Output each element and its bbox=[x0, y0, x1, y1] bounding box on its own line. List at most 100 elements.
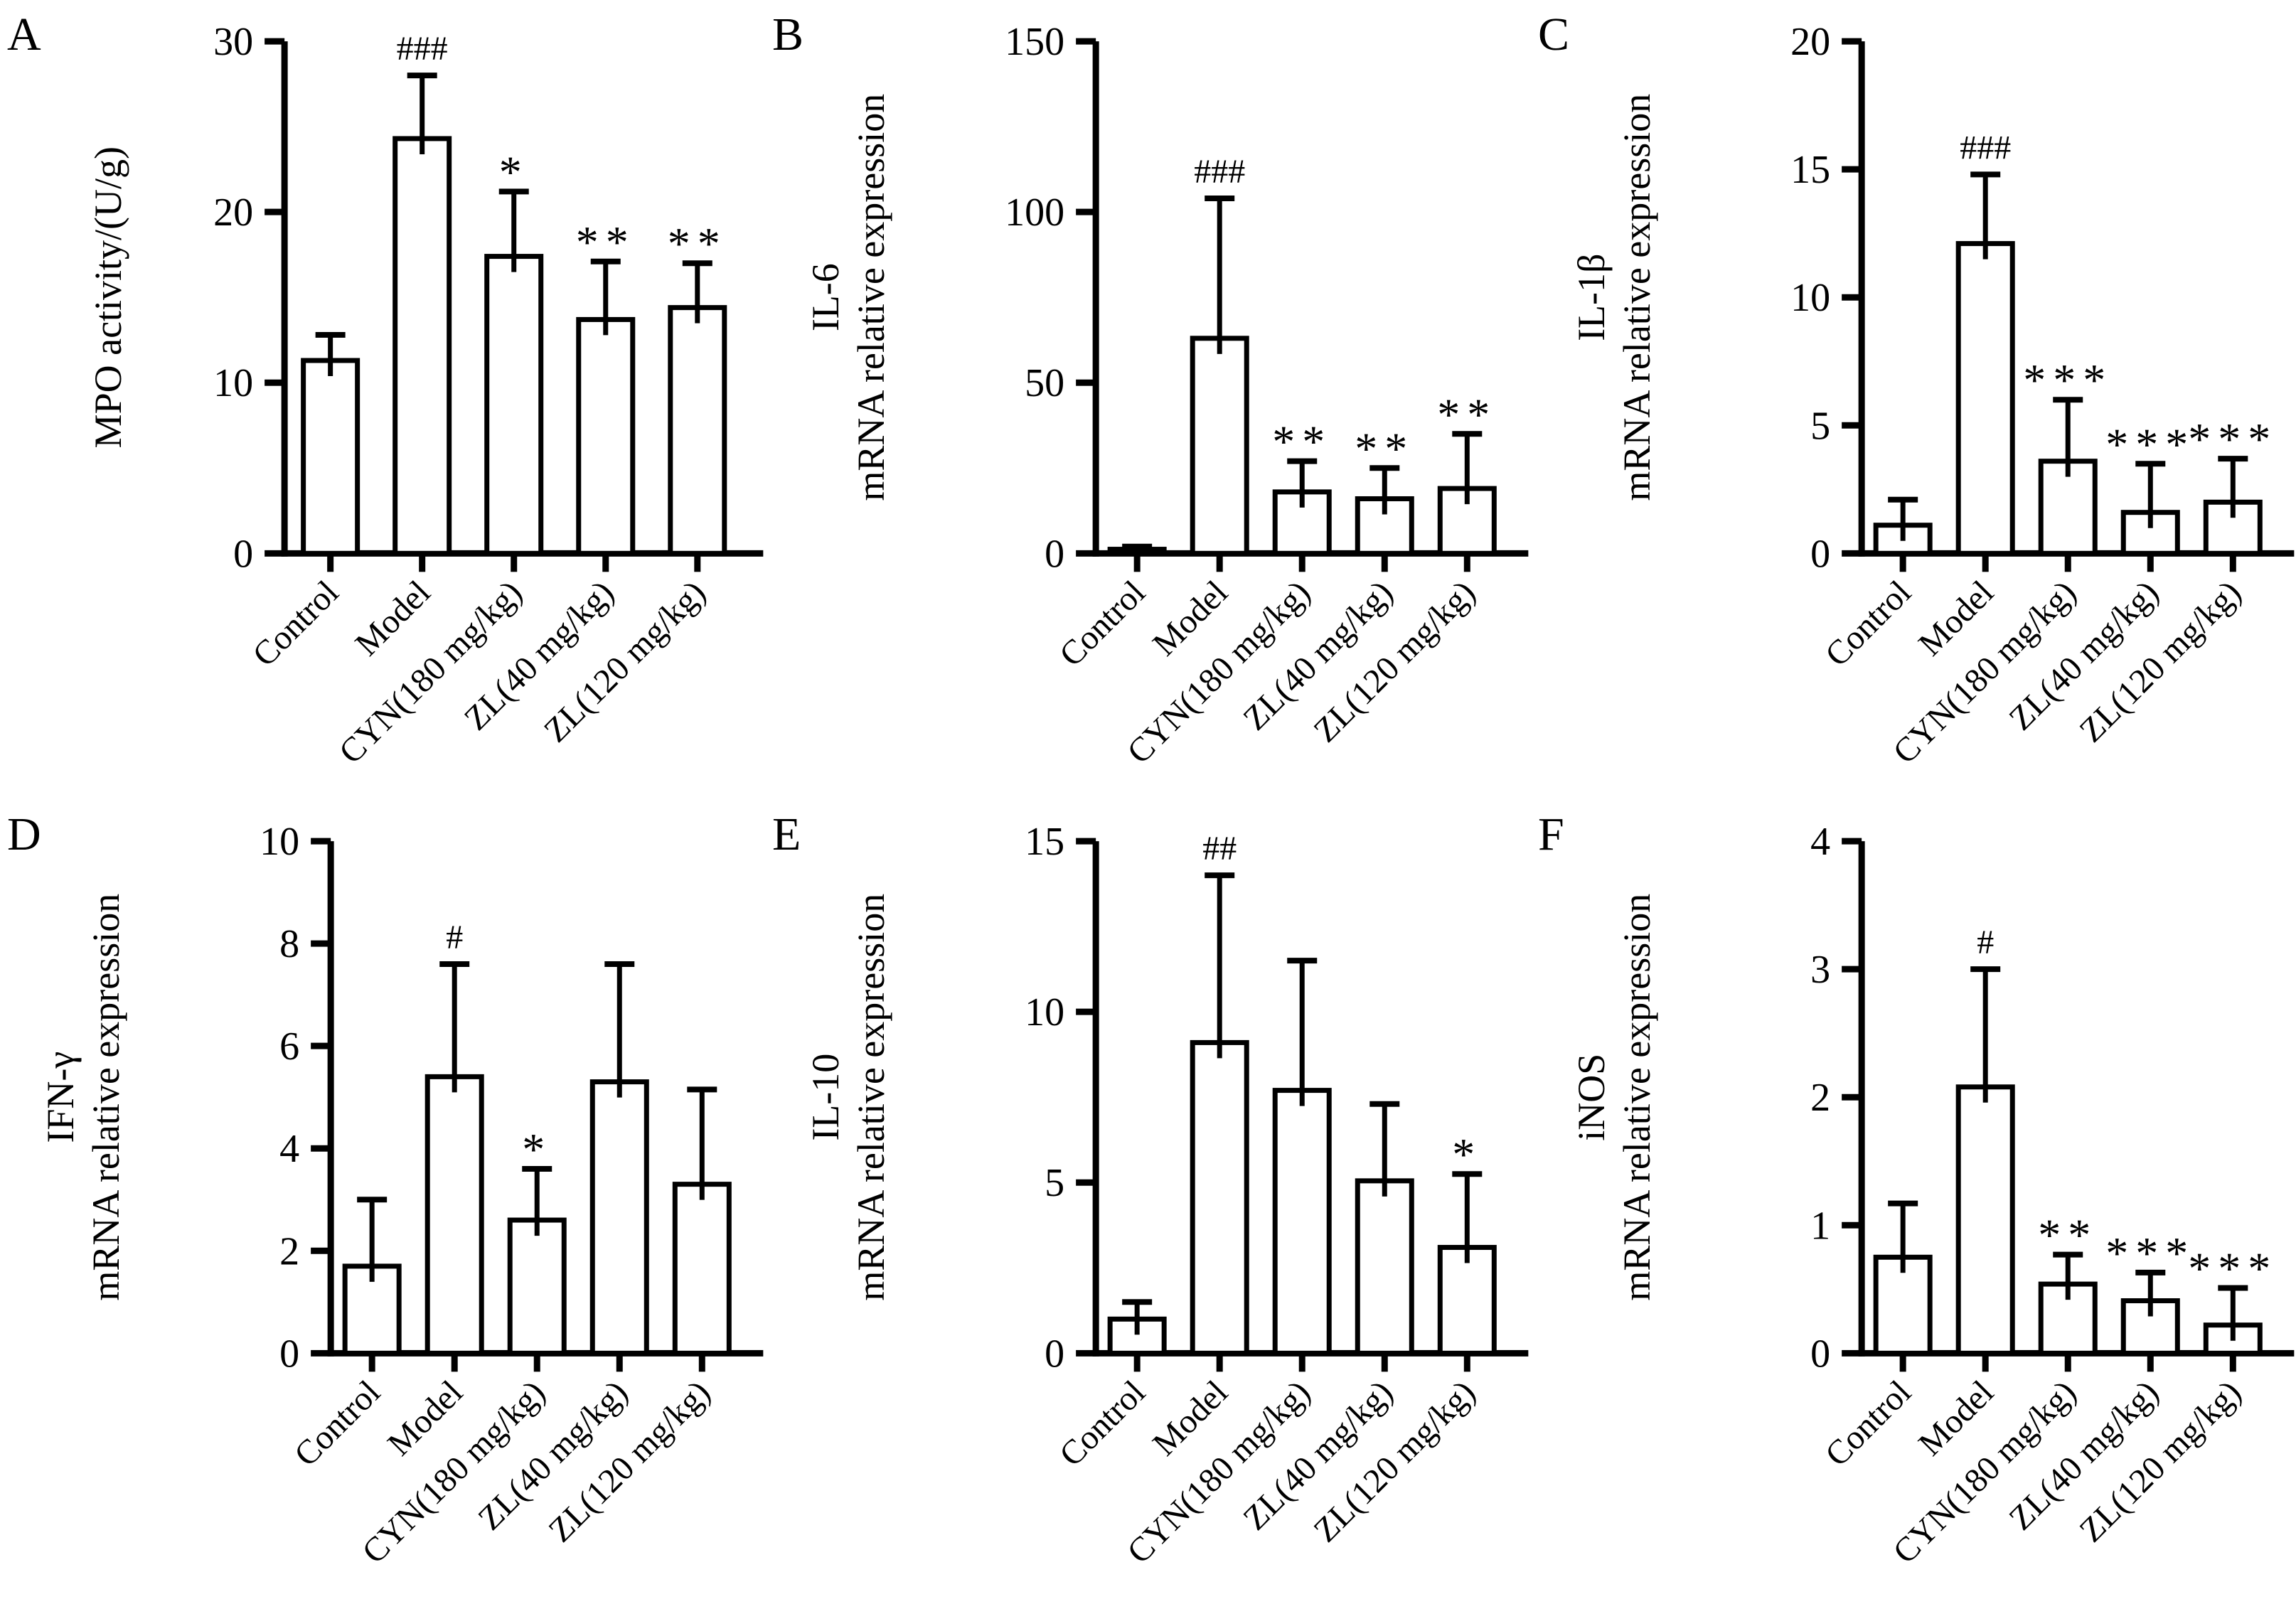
bar bbox=[668, 305, 727, 556]
y-tick-label: 20 bbox=[213, 191, 253, 235]
y-tick-label: 150 bbox=[1005, 20, 1064, 64]
category-label: Model bbox=[348, 574, 437, 663]
y-tick-label: 0 bbox=[233, 532, 253, 576]
bar bbox=[2203, 499, 2263, 556]
panel-C: 0 5 10 15 20 Control ### Model *** CYN(180 mg/kg)… bbox=[1531, 0, 2296, 800]
y-axis-label-expression: mRNA relative expression bbox=[850, 94, 892, 501]
significance-annotation: ### bbox=[1195, 153, 1246, 191]
y-tick-label: 0 bbox=[1810, 1332, 1830, 1376]
y-tick-label: 10 bbox=[1790, 276, 1830, 320]
y-axis-label-gene: iNOS bbox=[1570, 1053, 1613, 1140]
y-tick-label: 2 bbox=[1810, 1076, 1830, 1120]
panel-E: 0 5 10 15 Control ## Model CYN(180 mg/kg) ZL(40 … bbox=[765, 800, 1530, 1599]
significance-annotation: *** bbox=[2188, 1243, 2278, 1293]
category-label: Control bbox=[1052, 574, 1153, 674]
significance-annotation: ** bbox=[1355, 423, 1415, 474]
y-tick-label: 0 bbox=[279, 1332, 299, 1376]
y-tick-label: 4 bbox=[1810, 820, 1830, 864]
significance-annotation: * bbox=[499, 146, 529, 197]
category-label: Control bbox=[1817, 574, 1918, 674]
y-axis-label: MPO activity/(U/g) bbox=[87, 146, 129, 448]
bar bbox=[1190, 1039, 1250, 1356]
y-axis-label-gene: IFN-γ bbox=[39, 1051, 82, 1143]
panel-A: 0 10 20 30 Control ### Model * CYN(180 mg/kg) ** Z… bbox=[0, 0, 765, 800]
panel-letter: D bbox=[7, 808, 41, 860]
panel-letter: C bbox=[1538, 9, 1569, 60]
panel-letter: A bbox=[7, 9, 41, 60]
significance-annotation: * bbox=[1453, 1129, 1483, 1180]
y-tick-label: 30 bbox=[213, 20, 253, 64]
significance-annotation: ** bbox=[1273, 417, 1333, 467]
y-axis-label-expression: mRNA relative expression bbox=[1616, 893, 1658, 1300]
y-axis-label-expression: mRNA relative expression bbox=[850, 893, 892, 1300]
significance-annotation: ### bbox=[397, 30, 448, 68]
category-label: Control bbox=[1817, 1373, 1918, 1473]
bar bbox=[301, 358, 361, 556]
significance-annotation: *** bbox=[2105, 419, 2195, 469]
significance-annotation: ** bbox=[576, 217, 636, 267]
bar bbox=[1438, 1244, 1497, 1356]
category-label: Control bbox=[287, 1373, 388, 1473]
y-tick-label: 15 bbox=[1790, 148, 1830, 192]
y-tick-label: 1 bbox=[1810, 1204, 1830, 1248]
bar bbox=[425, 1074, 484, 1356]
significance-annotation: # bbox=[446, 918, 463, 956]
y-tick-label: 3 bbox=[1810, 948, 1830, 992]
category-label: ZL(120 mg/kg) bbox=[537, 574, 713, 750]
significance-annotation: ** bbox=[2038, 1209, 2098, 1260]
panel-letter: B bbox=[772, 9, 803, 60]
bar bbox=[1273, 1087, 1333, 1356]
y-tick-label: 8 bbox=[279, 922, 299, 966]
bar bbox=[2038, 459, 2098, 556]
y-axis-label-expression: mRNA relative expression bbox=[1616, 94, 1658, 501]
y-tick-label: 50 bbox=[1025, 361, 1064, 405]
significance-annotation: ** bbox=[668, 218, 727, 269]
significance-annotation: ## bbox=[1203, 830, 1237, 867]
y-axis-label-gene: IL-1β bbox=[1570, 253, 1613, 341]
y-tick-label: 20 bbox=[1790, 20, 1830, 64]
y-tick-label: 6 bbox=[279, 1025, 299, 1069]
y-tick-label: 2 bbox=[279, 1229, 299, 1273]
bar bbox=[589, 1079, 649, 1356]
y-tick-label: 4 bbox=[279, 1127, 299, 1171]
y-tick-label: 0 bbox=[1045, 1332, 1064, 1376]
significance-annotation: # bbox=[1977, 924, 1994, 961]
y-tick-label: 5 bbox=[1810, 404, 1830, 448]
y-tick-label: 10 bbox=[1025, 990, 1064, 1034]
y-tick-label: 10 bbox=[260, 820, 299, 864]
bar bbox=[484, 254, 544, 556]
y-axis-label-gene: IL-10 bbox=[804, 1053, 847, 1140]
y-tick-label: 0 bbox=[1045, 532, 1064, 576]
significance-annotation: *** bbox=[2188, 414, 2278, 464]
panel-F: 0 1 2 3 4 Control # Model ** CYN(180 mg/kg) *** ZL(… bbox=[1531, 800, 2296, 1599]
bar bbox=[1955, 241, 2015, 556]
y-tick-label: 0 bbox=[1810, 532, 1830, 576]
y-tick-label: 15 bbox=[1025, 820, 1064, 864]
y-axis-label-gene: IL-6 bbox=[804, 263, 847, 331]
significance-annotation: *** bbox=[2105, 1227, 2195, 1278]
bar bbox=[1355, 1177, 1415, 1356]
significance-annotation: ### bbox=[1960, 129, 2011, 166]
bar bbox=[672, 1181, 732, 1356]
y-axis-label-expression: mRNA relative expression bbox=[85, 893, 127, 1300]
significance-annotation: ** bbox=[1438, 389, 1497, 439]
panel-letter: E bbox=[772, 808, 801, 860]
bar bbox=[1955, 1084, 2015, 1356]
bar bbox=[576, 316, 636, 556]
panel-letter: F bbox=[1538, 808, 1564, 860]
bar bbox=[507, 1217, 567, 1356]
bar bbox=[1190, 336, 1250, 556]
y-tick-label: 10 bbox=[213, 361, 253, 405]
category-label: Control bbox=[1052, 1373, 1153, 1473]
significance-annotation: *** bbox=[2023, 355, 2113, 405]
y-tick-label: 5 bbox=[1045, 1161, 1064, 1205]
panel-D: 0 2 4 6 8 10 Control # Model * CYN(180 mg/kg) ZL(40… bbox=[0, 800, 765, 1599]
significance-annotation: * bbox=[522, 1124, 552, 1175]
category-label: Control bbox=[245, 574, 346, 674]
